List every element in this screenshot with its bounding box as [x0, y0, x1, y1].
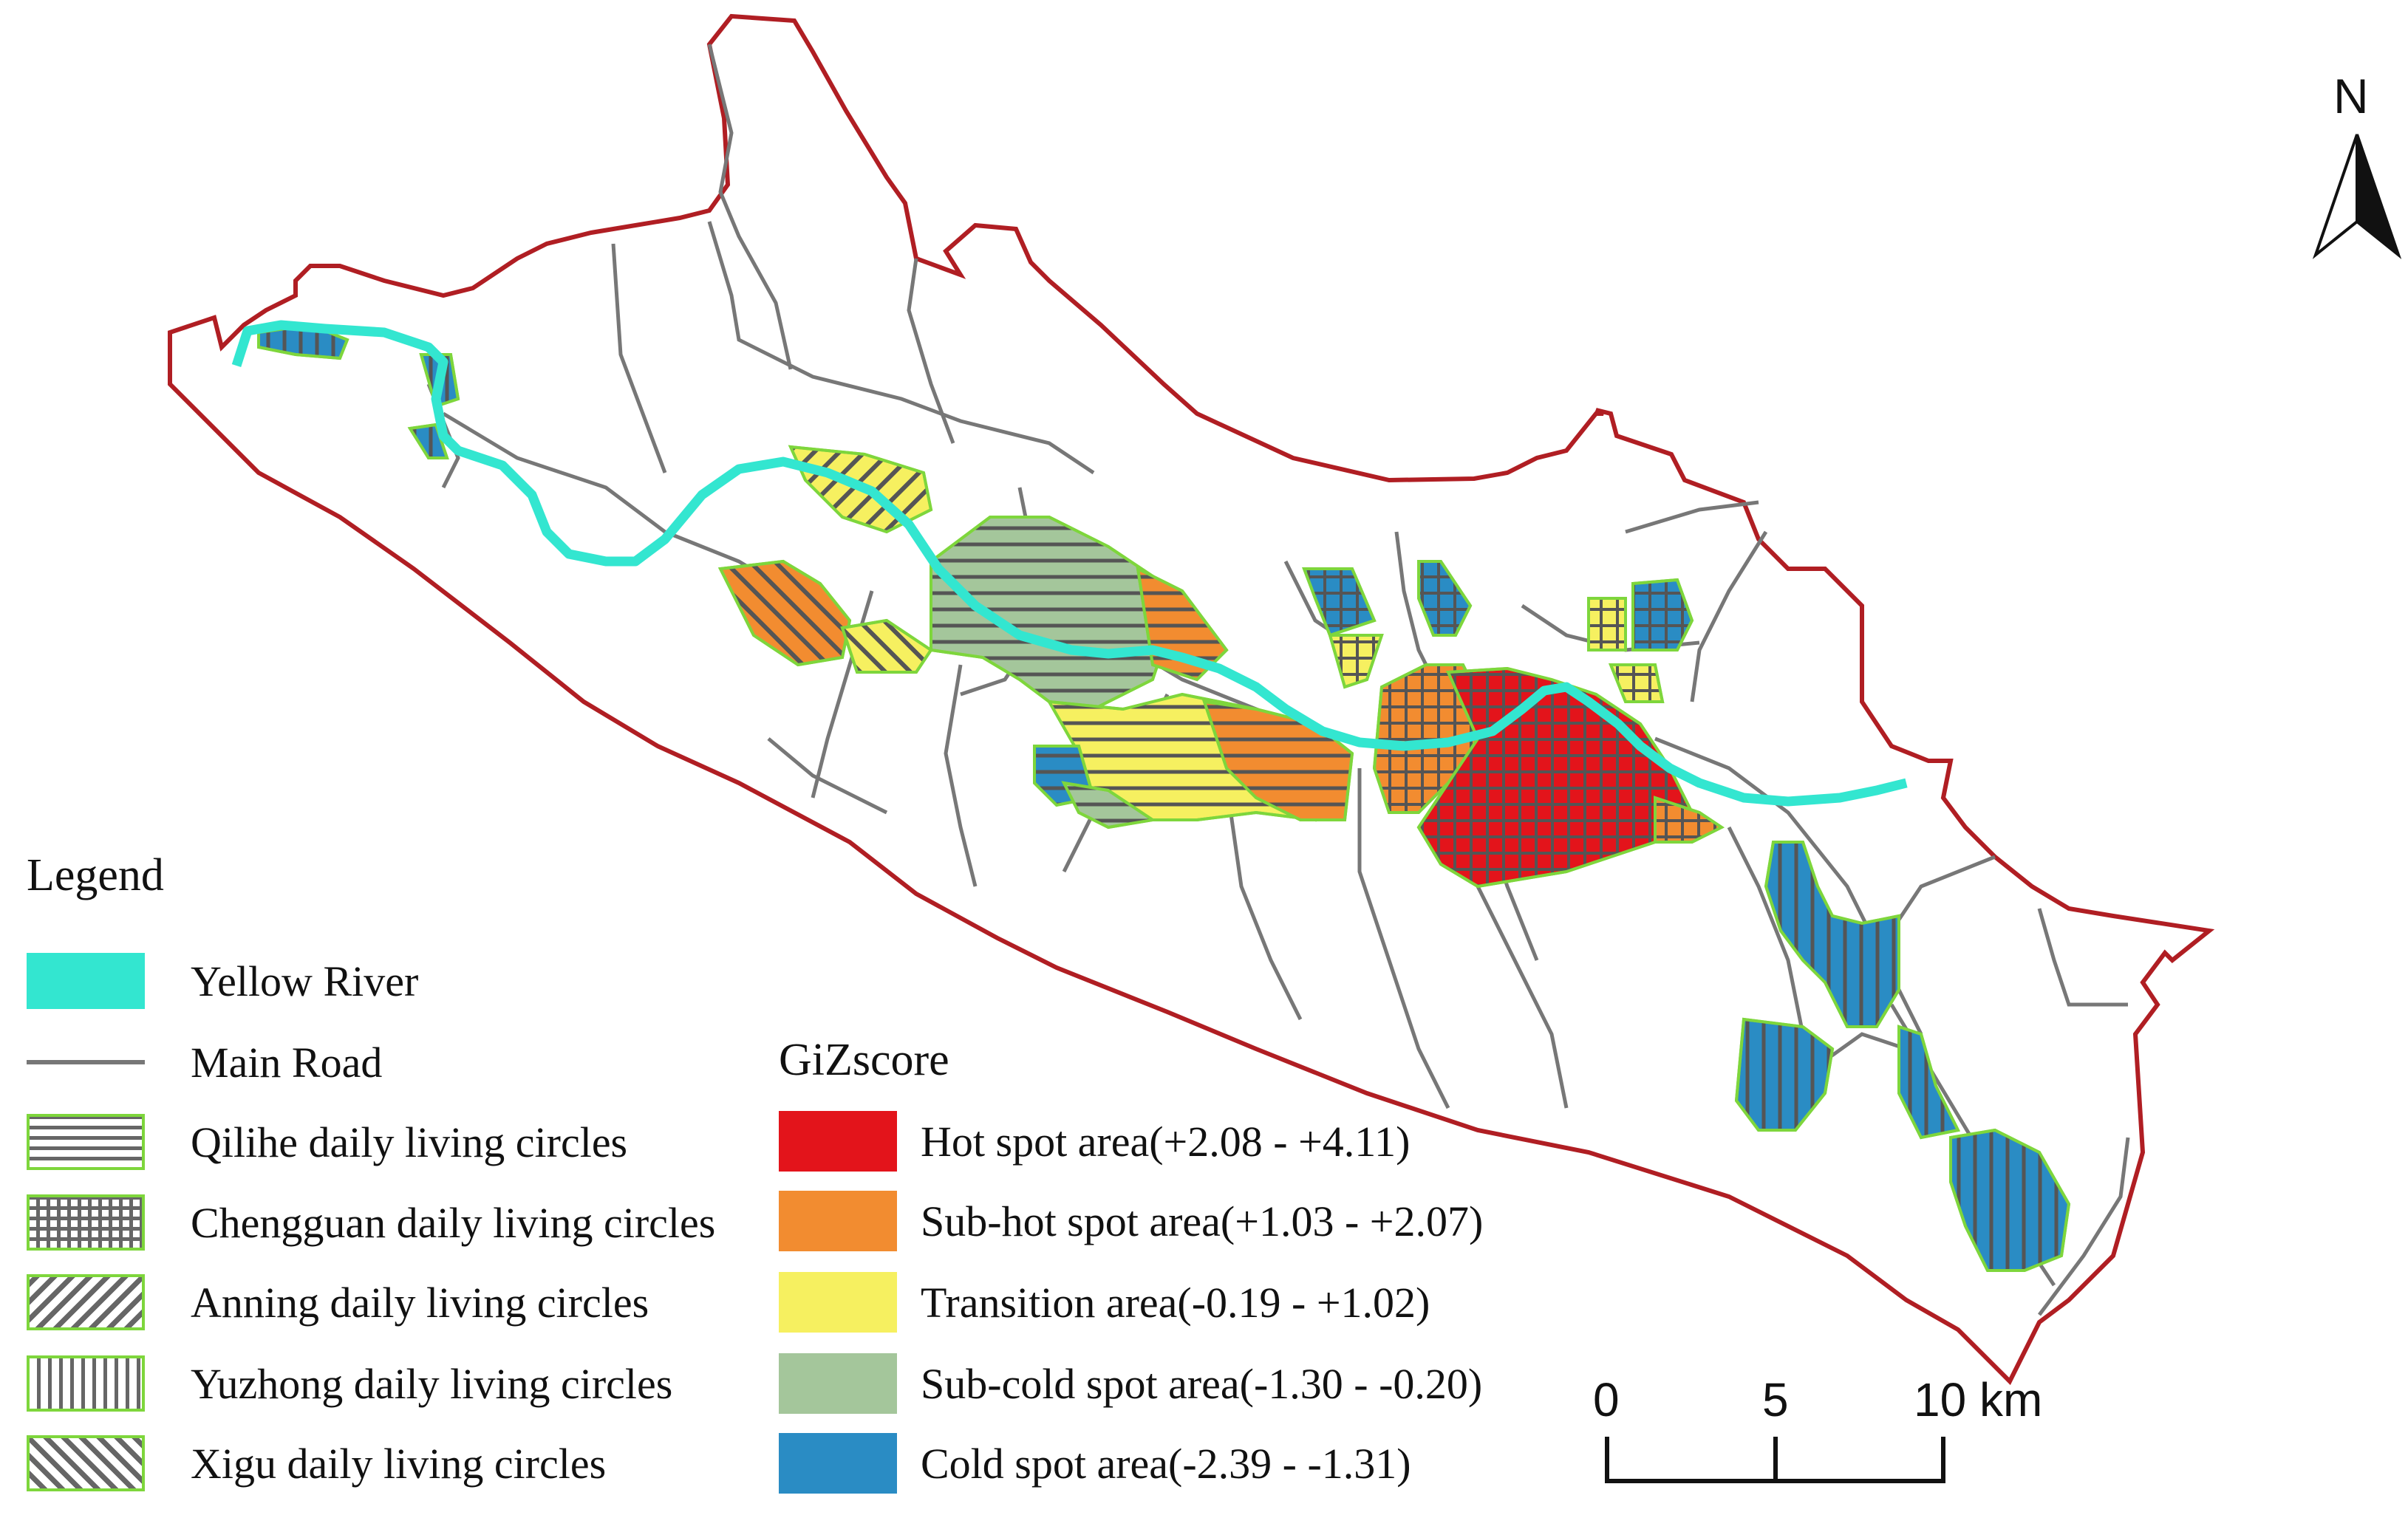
scale-label-10: 10 km	[1914, 1373, 2043, 1426]
road-swatch	[27, 1060, 145, 1064]
legend-item-main-road: Main Road	[27, 1030, 382, 1094]
hatch-grid-swatch	[27, 1194, 145, 1251]
hatch-diagonal-up-swatch	[27, 1274, 145, 1330]
north-arrow-icon	[2312, 134, 2402, 259]
river-swatch	[27, 953, 145, 1009]
legend-label: Anning daily living circles	[191, 1278, 649, 1327]
legend-label: Yellow River	[191, 957, 419, 1005]
scale-label-0: 0	[1593, 1373, 1620, 1426]
gizscore-label: Sub-cold spot area(-1.30 - -0.20)	[921, 1359, 1483, 1408]
legend-item-qilihe: Qilihe daily living circles	[27, 1110, 627, 1174]
north-label: N	[2333, 69, 2369, 123]
hatch-vertical-swatch	[27, 1355, 145, 1412]
gizscore-cold: Cold spot area(-2.39 - -1.31)	[779, 1432, 1411, 1495]
legend-label: Xigu daily living circles	[191, 1439, 607, 1488]
sub-hot-spot-swatch	[779, 1191, 897, 1251]
hatch-diagonal-down-swatch	[27, 1435, 145, 1491]
legend-label: Qilihe daily living circles	[191, 1118, 628, 1166]
gizscore-label: Transition area(-0.19 - +1.02)	[921, 1278, 1430, 1327]
legend-item-xigu: Xigu daily living circles	[27, 1432, 606, 1495]
cold-spot-swatch	[779, 1433, 897, 1494]
hot-spot-swatch	[779, 1111, 897, 1172]
legend-item-yellow-river: Yellow River	[27, 949, 418, 1013]
gizscore-transition: Transition area(-0.19 - +1.02)	[779, 1271, 1430, 1334]
transition-swatch	[779, 1272, 897, 1333]
yellow-river	[231, 320, 1908, 807]
legend-item-chengguan: Chengguan daily living circles	[27, 1191, 715, 1254]
legend-label: Main Road	[191, 1038, 383, 1087]
gizscore-hot: Hot spot area(+2.08 - +4.11)	[779, 1109, 1410, 1173]
legend-item-anning: Anning daily living circles	[27, 1271, 649, 1334]
gizscore-sub-cold: Sub-cold spot area(-1.30 - -0.20)	[779, 1352, 1482, 1415]
gizscore-label: Hot spot area(+2.08 - +4.11)	[921, 1117, 1411, 1166]
gizscore-sub-hot: Sub-hot spot area(+1.03 - +2.07)	[779, 1189, 1483, 1253]
sub-cold-spot-swatch	[779, 1353, 897, 1414]
scale-label-5: 5	[1762, 1373, 1789, 1426]
legend-item-yuzhong: Yuzhong daily living circles	[27, 1352, 672, 1415]
legend-title: Legend	[27, 850, 164, 900]
hatch-horizontal-swatch	[27, 1114, 145, 1170]
gizscore-label: Cold spot area(-2.39 - -1.31)	[921, 1439, 1411, 1488]
legend-label: Yuzhong daily living circles	[191, 1359, 673, 1408]
scale-bar	[1605, 1437, 1945, 1483]
legend-label: Chengguan daily living circles	[191, 1198, 716, 1247]
gizscore-label: Sub-hot spot area(+1.03 - +2.07)	[921, 1197, 1484, 1245]
gizscore-title: GiZscore	[779, 1035, 949, 1085]
